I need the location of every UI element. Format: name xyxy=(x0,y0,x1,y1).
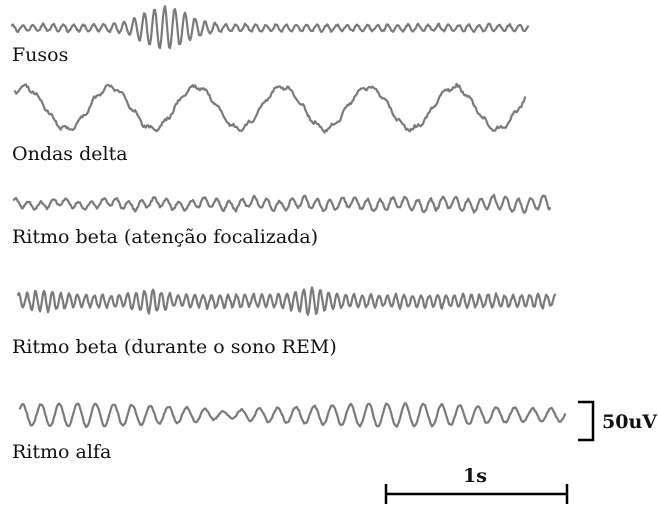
beta-focused-trace xyxy=(12,193,552,214)
spindles-label: Fusos xyxy=(12,44,69,66)
spindles-trace xyxy=(10,5,530,50)
amplitude-scale-bracket xyxy=(578,400,595,442)
alpha-rhythm-label: Ritmo alfa xyxy=(12,441,112,463)
amplitude-scale-label: 50uV xyxy=(602,411,657,433)
time-scale-bar xyxy=(384,484,569,504)
alpha-rhythm-trace xyxy=(18,402,567,429)
delta-waves-label: Ondas delta xyxy=(12,143,128,165)
beta-focused-label: Ritmo beta (atenção focalizada) xyxy=(12,226,319,248)
beta-rem-label: Ritmo beta (durante o sono REM) xyxy=(12,336,337,358)
time-scale-label: 1s xyxy=(463,465,487,487)
beta-rem-trace xyxy=(16,286,557,316)
delta-waves-trace xyxy=(13,82,527,134)
